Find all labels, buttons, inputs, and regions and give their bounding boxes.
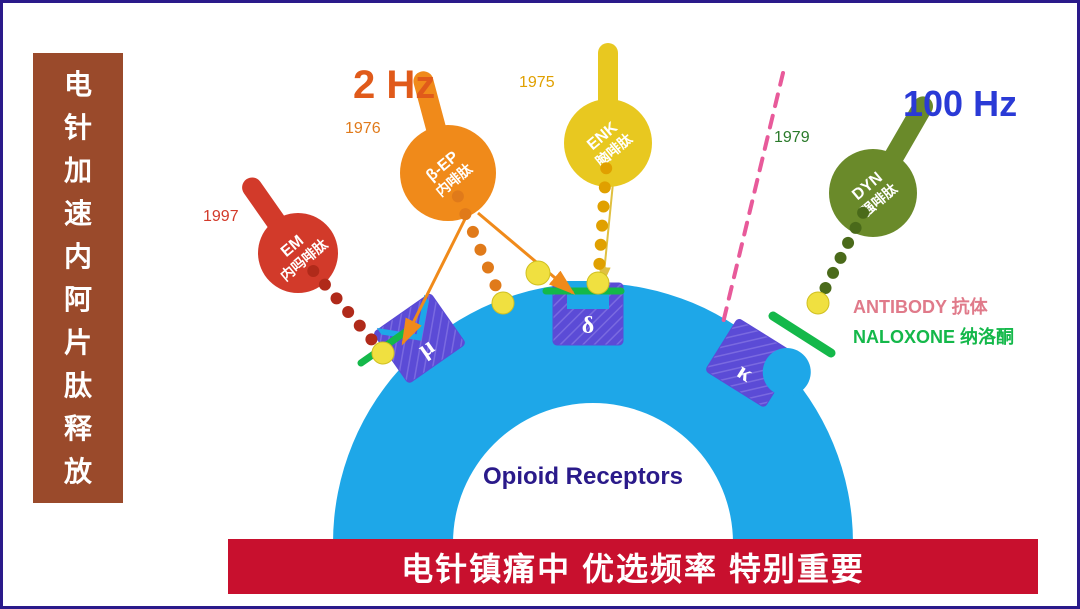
frequency-label: 2 Hz bbox=[353, 63, 435, 108]
year-label: 1975 bbox=[519, 74, 555, 92]
sidebar-char: 针 bbox=[64, 114, 92, 142]
neuron-dyn: DYN强啡肽 bbox=[807, 106, 923, 314]
bottom-caption-text: 电针镇痛中 优选频率 特别重要 bbox=[401, 544, 865, 590]
sidebar-char: 肽 bbox=[64, 372, 92, 400]
svg-text:δ: δ bbox=[582, 313, 594, 339]
arc-label: Opioid Receptors bbox=[483, 463, 683, 491]
sidebar-title-vertical: 电针加速内阿片肽释放 bbox=[33, 53, 123, 503]
sidebar-char: 电 bbox=[64, 71, 92, 99]
sidebar-char: 阿 bbox=[64, 286, 92, 314]
legend-entry: NALOXONE 纳洛酮 bbox=[853, 323, 1014, 349]
neuron-enk: ENK脑啡肽 bbox=[564, 53, 652, 294]
year-label: 1976 bbox=[345, 120, 381, 138]
neuron-em: EM内吗啡肽 bbox=[252, 187, 394, 364]
sidebar-char: 加 bbox=[64, 157, 92, 185]
year-label: 1997 bbox=[203, 208, 239, 226]
dashed-divider bbox=[723, 73, 783, 323]
sidebar-char: 速 bbox=[64, 200, 92, 228]
sidebar-char: 释 bbox=[64, 415, 92, 443]
sidebar-char: 放 bbox=[64, 458, 92, 486]
neuron-bep: β-EP内啡肽 bbox=[400, 81, 514, 314]
sidebar-char: 片 bbox=[64, 329, 92, 357]
bottom-caption-bar: 电针镇痛中 优选频率 特别重要 bbox=[228, 539, 1038, 594]
frequency-label: 100 Hz bbox=[903, 83, 1017, 125]
sidebar-char: 内 bbox=[64, 243, 92, 271]
diagram-stage: μδκEM内吗啡肽β-EP内啡肽ENK脑啡肽DYN强啡肽 电针加速内阿片肽释放 … bbox=[0, 0, 1080, 609]
pathway-arrow bbox=[603, 183, 613, 283]
year-label: 1979 bbox=[774, 129, 810, 147]
peptide-ball bbox=[526, 261, 550, 285]
legend-entry: ANTIBODY 抗体 bbox=[853, 293, 988, 319]
